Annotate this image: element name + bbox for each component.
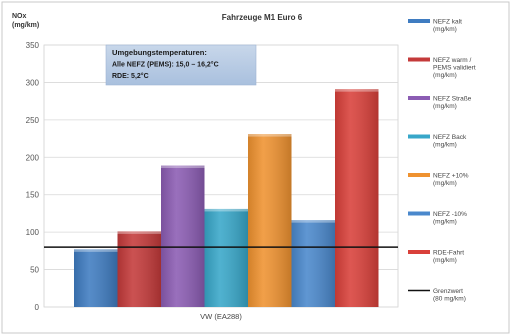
legend-swatch [408, 57, 430, 62]
legend-label: (mg/km) [433, 26, 457, 33]
legend-swatch [408, 134, 430, 139]
legend-label: NEFZ warm / [433, 57, 471, 64]
bar-shade [161, 165, 205, 307]
bar-shade [291, 220, 335, 307]
bar-highlight [117, 231, 161, 234]
legend-label: (mg/km) [433, 103, 457, 110]
y-tick-label: 350 [26, 41, 40, 50]
legend-swatch [408, 211, 430, 216]
legend-label: NEFZ +10% [433, 173, 469, 180]
y-tick-label: 200 [26, 153, 40, 162]
legend-label: PEMS validiert [433, 65, 476, 72]
bar-highlight [291, 220, 335, 223]
legend-label: (80 mg/km) [433, 296, 466, 303]
bar-shade [248, 134, 292, 307]
legend-label: Grenzwert [433, 288, 463, 295]
bar-shade [74, 249, 118, 307]
legend-label: RDE-Fahrt [433, 250, 464, 257]
y-tick-label: 250 [26, 116, 40, 125]
legend-label: NEFZ Back [433, 134, 467, 141]
legend-label: NEFZ Straße [433, 96, 472, 103]
annotation-line: RDE: 5,2°C [112, 72, 149, 80]
bar-shade [335, 89, 379, 307]
legend-label: NEFZ -10% [433, 211, 467, 218]
legend-label: (mg/km) [433, 72, 457, 79]
bar-highlight [204, 208, 248, 212]
legend-label: (mg/km) [433, 180, 457, 187]
legend-swatch [408, 250, 430, 254]
chart-title: Fahrzeuge M1 Euro 6 [222, 13, 303, 22]
x-category-label: VW (EA288) [200, 312, 242, 321]
y-axis-label: (mg/km) [12, 22, 39, 29]
legend-label: (mg/km) [433, 142, 457, 149]
bar-shade [204, 208, 248, 307]
y-tick-label: 0 [35, 303, 40, 312]
annotation-box [105, 44, 257, 86]
bar-highlight [248, 134, 292, 137]
bar-highlight [74, 249, 118, 252]
y-axis-label: NOx [12, 13, 27, 20]
bar-highlight [335, 89, 379, 92]
annotation-line: Alle NEFZ (PEMS): 15,0 – 16,2°C [112, 61, 219, 69]
legend-swatch [408, 96, 430, 100]
bar-shade [117, 231, 161, 307]
y-tick-label: 50 [30, 266, 39, 275]
legend-swatch [408, 173, 430, 177]
legend-label: (mg/km) [433, 257, 457, 264]
legend-label: (mg/km) [433, 219, 457, 226]
y-tick-label: 100 [26, 228, 40, 237]
y-tick-label: 150 [26, 191, 40, 200]
legend-label: NEFZ kalt [433, 19, 462, 26]
bar-highlight [161, 165, 205, 169]
legend-swatch [408, 19, 430, 23]
annotation-line: Umgebungstemperaturen: [112, 48, 207, 57]
y-tick-label: 300 [26, 78, 40, 87]
